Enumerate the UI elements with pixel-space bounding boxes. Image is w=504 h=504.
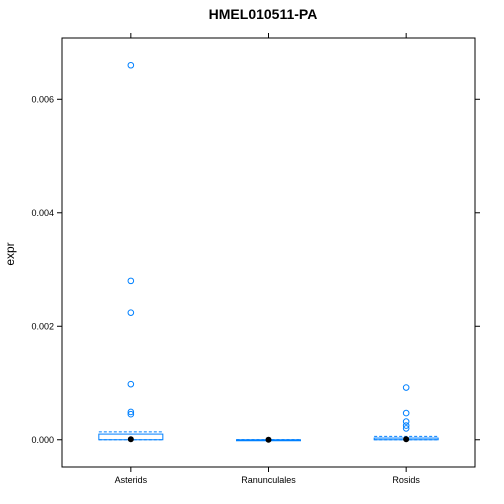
outlier-point [402,422,410,429]
outlier-point [127,408,135,416]
outlier-point [127,277,135,285]
outlier-point [127,309,135,316]
median-dot [403,436,410,443]
y-tick-label: 0.004 [31,208,54,218]
x-tick-label: Ranunculales [241,475,296,485]
y-tick-label: 0.006 [31,94,54,104]
plot-frame [61,37,476,468]
chart-title: HMEL010511-PA [209,6,318,22]
median-dot [127,436,134,443]
x-tick-label: Asterids [115,475,148,485]
plot-marks [98,61,439,443]
outlier-point [127,410,135,418]
outlier-point [402,384,410,391]
y-tick-label: 0.002 [31,321,54,331]
median-dot [265,436,272,443]
outlier-point [402,418,410,425]
outlier-point [402,409,410,417]
outlier-point [127,61,135,69]
y-axis-label: expr [3,242,17,265]
outlier-point [127,380,135,388]
axis-ticks: 0.000 0.002 0.004 0.006 Asterids Ranunculales… [31,33,480,485]
outlier-point [402,425,410,432]
y-tick-label: 0.000 [31,435,54,445]
x-tick-label: Rosids [392,475,420,485]
